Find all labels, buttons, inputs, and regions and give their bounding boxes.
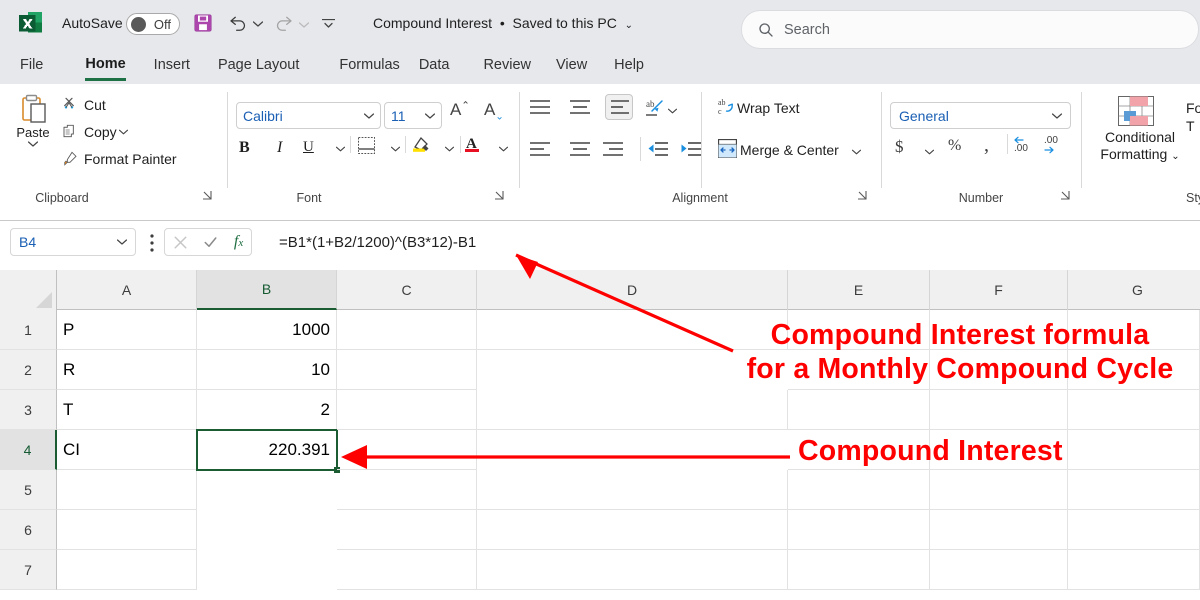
svg-text:c: c <box>718 107 722 116</box>
svg-text:ab: ab <box>646 99 655 109</box>
svg-text:ab: ab <box>718 98 726 107</box>
